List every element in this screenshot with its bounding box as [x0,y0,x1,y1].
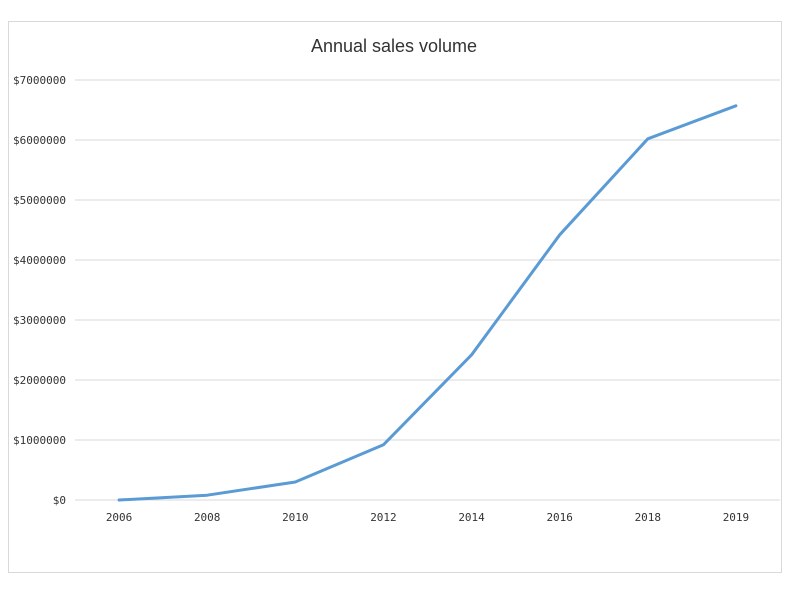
series-line [117,104,738,502]
x-tick-label: 2012 [370,511,397,524]
chart-title: Annual sales volume [311,36,477,56]
x-axis-ticks: 2006 2008 2010 2012 2014 2016 2018 2019 [106,511,749,524]
y-tick-label: $3000000 [13,314,66,327]
x-tick-label: 2018 [635,511,662,524]
chart-frame [8,21,782,573]
x-tick-label: 2016 [546,511,573,524]
x-tick-label: 2019 [723,511,750,524]
x-tick-label: 2006 [106,511,133,524]
y-axis-ticks: $0 $1000000 $2000000 $3000000 $4000000 $50000… [13,74,66,507]
x-tick-label: 2014 [458,511,485,524]
y-tick-label: $7000000 [13,74,66,87]
x-tick-label: 2008 [194,511,221,524]
y-tick-label: $1000000 [13,434,66,447]
y-tick-label: $6000000 [13,134,66,147]
series-layer [117,104,738,502]
gridlines [75,79,780,501]
x-tick-label: 2010 [282,511,309,524]
y-tick-label: $5000000 [13,194,66,207]
y-tick-label: $4000000 [13,254,66,267]
y-tick-label: $2000000 [13,374,66,387]
y-tick-label: $0 [53,494,66,507]
